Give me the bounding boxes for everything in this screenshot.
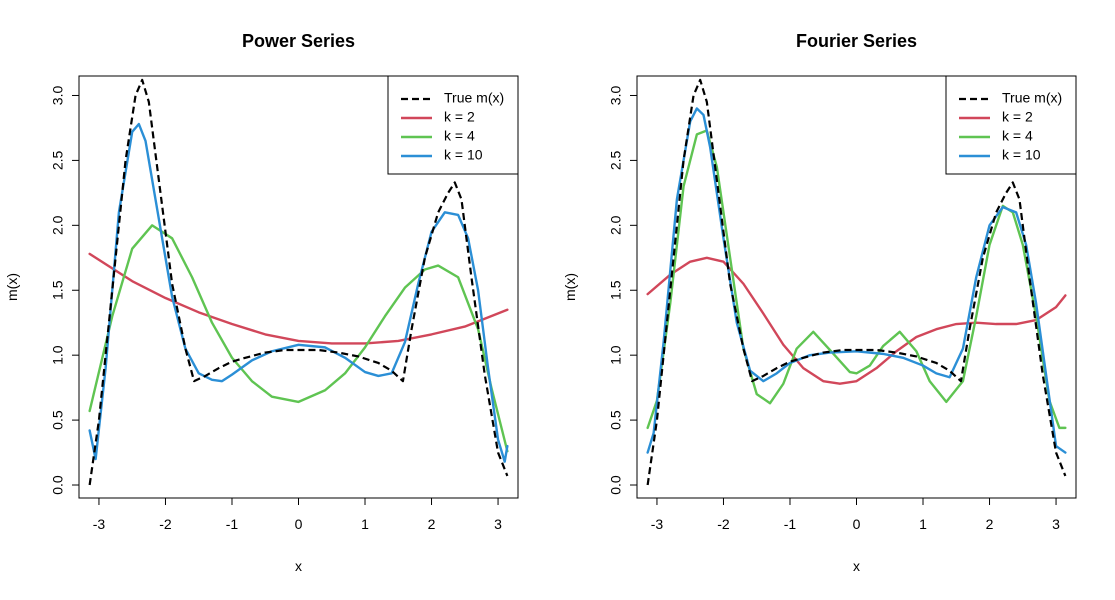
chart-title: Power Series: [242, 31, 355, 51]
series-line-k-10: [646, 107, 1067, 454]
x-tick-label: -1: [784, 516, 797, 532]
legend-label: k = 4: [444, 128, 475, 144]
legend-label: k = 10: [444, 147, 483, 163]
y-tick-label: 3.0: [608, 86, 624, 106]
series-line-true-m-x-: [88, 78, 509, 486]
x-tick-label: -3: [651, 516, 664, 532]
legend-label: True m(x): [444, 90, 504, 106]
y-tick-label: 0.0: [50, 475, 66, 495]
y-axis-label: m(x): [4, 273, 20, 301]
x-tick-label: 3: [1052, 516, 1060, 532]
x-tick-label: 0: [853, 516, 861, 532]
chart-title: Fourier Series: [796, 31, 917, 51]
y-tick-label: 1.0: [608, 345, 624, 365]
y-tick-label: 2.0: [50, 215, 66, 235]
y-axis-label: m(x): [562, 273, 578, 301]
x-axis-label: x: [853, 558, 860, 574]
y-tick-label: 1.5: [50, 280, 66, 300]
y-tick-label: 2.5: [608, 150, 624, 170]
x-tick-label: -2: [159, 516, 172, 532]
y-tick-label: 2.0: [608, 215, 624, 235]
x-tick-label: 3: [494, 516, 502, 532]
series-line-k-2: [88, 252, 509, 345]
series-line-k-4: [88, 224, 509, 453]
x-tick-label: -1: [226, 516, 239, 532]
legend-label: True m(x): [1002, 90, 1062, 106]
legend-label: k = 4: [1002, 128, 1033, 144]
y-tick-label: 0.0: [608, 475, 624, 495]
y-tick-label: 1.0: [50, 345, 66, 365]
legend-label: k = 2: [1002, 109, 1033, 125]
y-tick-label: 3.0: [50, 86, 66, 106]
legend-box: [945, 75, 1077, 175]
x-tick-label: -3: [93, 516, 106, 532]
y-tick-label: 2.5: [50, 150, 66, 170]
series-line-true-m-x-: [646, 78, 1067, 486]
series-line-k-10: [88, 122, 509, 463]
x-tick-label: 2: [428, 516, 436, 532]
y-tick-label: 1.5: [608, 280, 624, 300]
x-tick-label: 0: [295, 516, 303, 532]
series-line-k-4: [646, 129, 1067, 430]
chart-panel-1: Fourier Series -3 -2 -1 0 1 2 3 0.0 0.5 1.0 1.5 2.0 2…: [562, 31, 1077, 574]
chart-panel-0: Power Series -3 -2 -1 0 1 2 3 0.0 0.5 1.0 1.5 2.0 2.5…: [4, 31, 519, 574]
legend-label: k = 10: [1002, 147, 1041, 163]
x-tick-label: 1: [919, 516, 927, 532]
series-line-k-2: [646, 256, 1067, 385]
legend: True m(x) k = 2 k = 4 k = 10: [387, 75, 519, 175]
x-tick-label: 2: [986, 516, 994, 532]
x-tick-label: -2: [717, 516, 730, 532]
y-tick-label: 0.5: [608, 410, 624, 430]
legend-box: [387, 75, 519, 175]
y-tick-label: 0.5: [50, 410, 66, 430]
x-tick-label: 1: [361, 516, 369, 532]
legend: True m(x) k = 2 k = 4 k = 10: [945, 75, 1077, 175]
legend-label: k = 2: [444, 109, 475, 125]
x-axis-label: x: [295, 558, 302, 574]
